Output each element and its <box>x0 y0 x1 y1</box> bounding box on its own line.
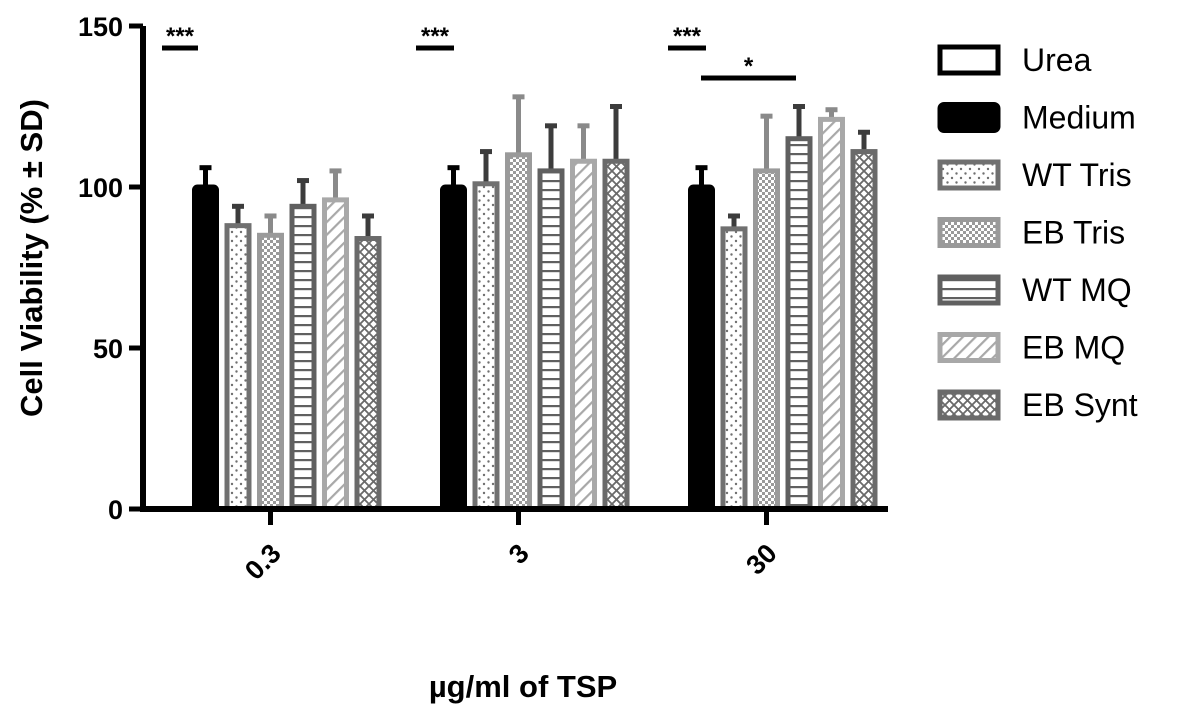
legend-label-wt-mq: WT MQ <box>1022 272 1132 308</box>
y-tick-label: 100 <box>78 173 123 203</box>
bar-eb-mq-0.3 <box>322 197 349 512</box>
legend-swatch-wt-tris <box>937 159 1001 191</box>
x-axis-title: µg/ml of TSP <box>429 669 617 704</box>
bar-wt-mq-30 <box>785 136 813 512</box>
legend: Urea Medium WT Tris EB Tris WT MQ EB MQ EB Syn… <box>937 42 1138 423</box>
legend-swatch-wt-mq <box>937 274 1001 306</box>
bar-medium-30 <box>688 184 715 512</box>
bar-eb-synt-30 <box>850 149 878 512</box>
legend-label-eb-tris: EB Tris <box>1022 215 1125 251</box>
bar-wt-tris-3 <box>472 181 500 512</box>
bar-eb-tris-0.3 <box>257 232 284 512</box>
bar-medium-3 <box>440 184 467 512</box>
legend-label-eb-mq: EB MQ <box>1022 330 1125 366</box>
legend-swatch-eb-mq <box>937 332 1001 363</box>
y-tick-label: 150 <box>78 12 123 42</box>
legend-swatch-urea <box>937 44 1001 76</box>
bar-eb-mq-30 <box>818 116 845 512</box>
legend-label-wt-tris: WT Tris <box>1022 157 1132 193</box>
y-tick-label: 50 <box>93 334 123 364</box>
legend-label-eb-synt: EB Synt <box>1022 387 1138 423</box>
bars-layer <box>159 94 878 512</box>
bar-eb-synt-3 <box>602 158 630 512</box>
y-tick-label: 0 <box>108 495 123 525</box>
bar-medium-0.3 <box>192 184 219 512</box>
legend-label-urea: Urea <box>1022 42 1092 78</box>
legend-label-medium: Medium <box>1022 100 1136 136</box>
significance-annotations: *** *** **** <box>162 23 796 81</box>
significance-label: *** <box>421 23 450 50</box>
legend-swatch-medium <box>937 102 1001 133</box>
bar-wt-mq-0.3 <box>289 203 317 512</box>
x-tick-label: 3 <box>503 538 535 570</box>
legend-swatch-eb-synt <box>937 389 1001 421</box>
legend-swatch-eb-tris <box>937 217 1001 248</box>
bar-wt-tris-0.3 <box>224 223 252 512</box>
bar-wt-tris-30 <box>720 226 748 512</box>
y-axis-title: Cell Viability (% ± SD) <box>14 99 49 417</box>
axes-layer: 0 50 100 150 0.3 3 30 <box>78 12 888 586</box>
significance-label: *** <box>166 23 195 50</box>
bar-eb-tris-3 <box>505 152 532 512</box>
bar-eb-synt-0.3 <box>354 236 382 512</box>
bar-wt-mq-3 <box>537 168 565 512</box>
significance-label: *** <box>673 23 702 50</box>
significance-label: * <box>744 53 754 80</box>
bar-eb-mq-3 <box>570 158 597 512</box>
x-tick-label: 30 <box>740 538 782 580</box>
bar-eb-tris-30 <box>753 168 780 512</box>
x-tick-label: 0.3 <box>239 538 287 586</box>
